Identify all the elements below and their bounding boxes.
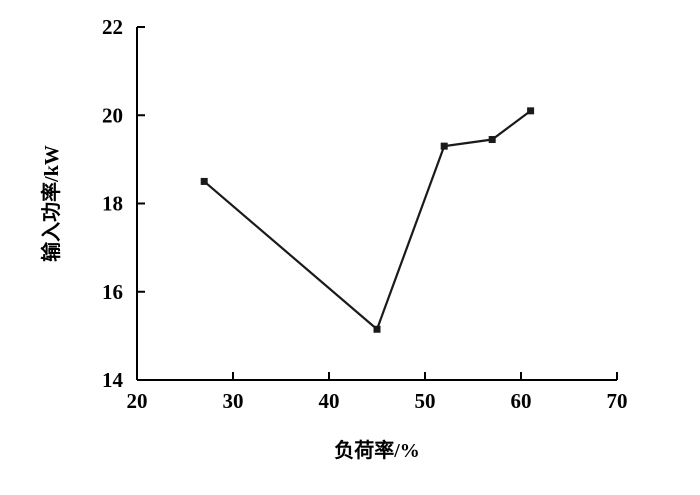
x-tick-label: 70 [607,389,628,413]
x-tick-label: 20 [127,389,148,413]
y-tick-label: 20 [102,103,123,127]
data-point-marker [488,136,496,144]
data-point-marker [527,107,535,115]
y-tick-label: 22 [102,15,123,39]
x-tick-label: 30 [223,389,244,413]
data-point-marker [440,142,448,150]
data-point-marker [373,325,381,333]
x-tick-label: 60 [511,389,532,413]
x-tick-label: 40 [319,389,340,413]
y-tick-label: 14 [102,368,124,392]
data-line [203,109,532,332]
data-point-marker [200,177,208,185]
x-tick-label: 50 [415,389,436,413]
x-axis-title: 负荷率/% [334,438,420,462]
y-tick-label: 16 [102,280,123,304]
y-axis-title: 输入功率/kW [39,145,63,262]
y-tick-label: 18 [102,192,123,216]
